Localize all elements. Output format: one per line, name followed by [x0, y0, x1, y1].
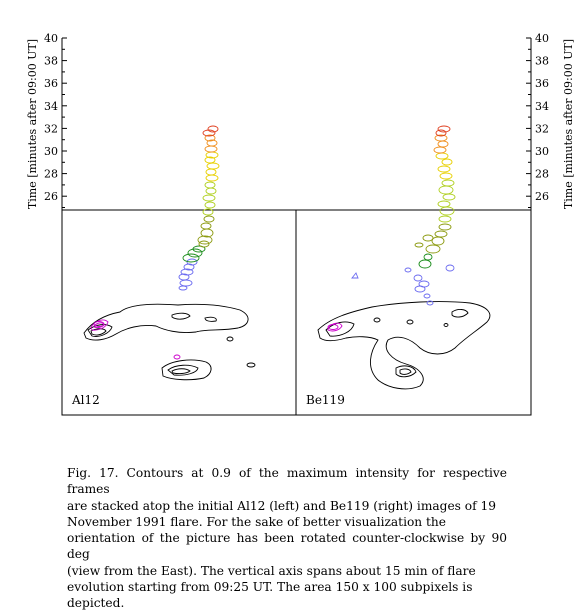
- axis-tick-label: 36: [535, 77, 549, 90]
- figure: 40 38 36 34 32 30 28 26 Time [minutes after 09:…: [26, 32, 575, 416]
- caption-line: November 1991 flare. For the sake of bet…: [67, 514, 446, 529]
- right-axis-label: Time [minutes after 09:00 UT]: [562, 39, 575, 209]
- axis-tick-label: 38: [535, 55, 549, 68]
- caption-line: (view from the East). The vertical axis …: [67, 563, 476, 578]
- axis-tick-label: 28: [44, 168, 58, 181]
- axis-tick-label: 30: [44, 145, 58, 158]
- axis-tick-label: 40: [44, 32, 58, 45]
- axis-tick-label: 38: [44, 55, 58, 68]
- caption-line: are stacked atop the initial Al12 (left)…: [67, 498, 497, 513]
- axis-tick-label: 30: [535, 145, 549, 158]
- axis-tick-label: 26: [535, 190, 549, 203]
- axis-tick-label: 26: [44, 190, 58, 203]
- panel-frame-left: [61, 209, 297, 416]
- caption-line: depicted.: [67, 596, 125, 611]
- panel-label-right: Be119: [306, 393, 345, 407]
- axis-tick-label: 40: [535, 32, 549, 45]
- left-axis-label: Time [minutes after 09:00 UT]: [26, 39, 39, 209]
- axis-tick-label: 32: [535, 122, 549, 135]
- caption-line: Fig. 17. Contours at 0.9 of the maximum …: [67, 466, 507, 497]
- caption-line: orientation of the picture has been rota…: [67, 531, 507, 562]
- panel-frame-right: [295, 209, 532, 416]
- caption-line: evolution starting from 09:25 UT. The ar…: [67, 580, 473, 595]
- right-axis-ticks: 40 38 36 34 32 30 28 26: [526, 32, 549, 208]
- figure-caption: Fig. 17. Contours at 0.9 of the maximum …: [67, 465, 507, 612]
- axis-tick-label: 34: [535, 100, 549, 113]
- panel-image-be119: [317, 125, 491, 390]
- panel-image-al12: [83, 125, 256, 381]
- axis-tick-label: 32: [44, 122, 58, 135]
- left-axis-ticks: 40 38 36 34 32 30 28 26: [44, 32, 67, 208]
- axis-tick-label: 36: [44, 77, 58, 90]
- axis-tick-label: 34: [44, 100, 58, 113]
- panel-label-left: Al12: [71, 393, 100, 407]
- axis-tick-label: 28: [535, 168, 549, 181]
